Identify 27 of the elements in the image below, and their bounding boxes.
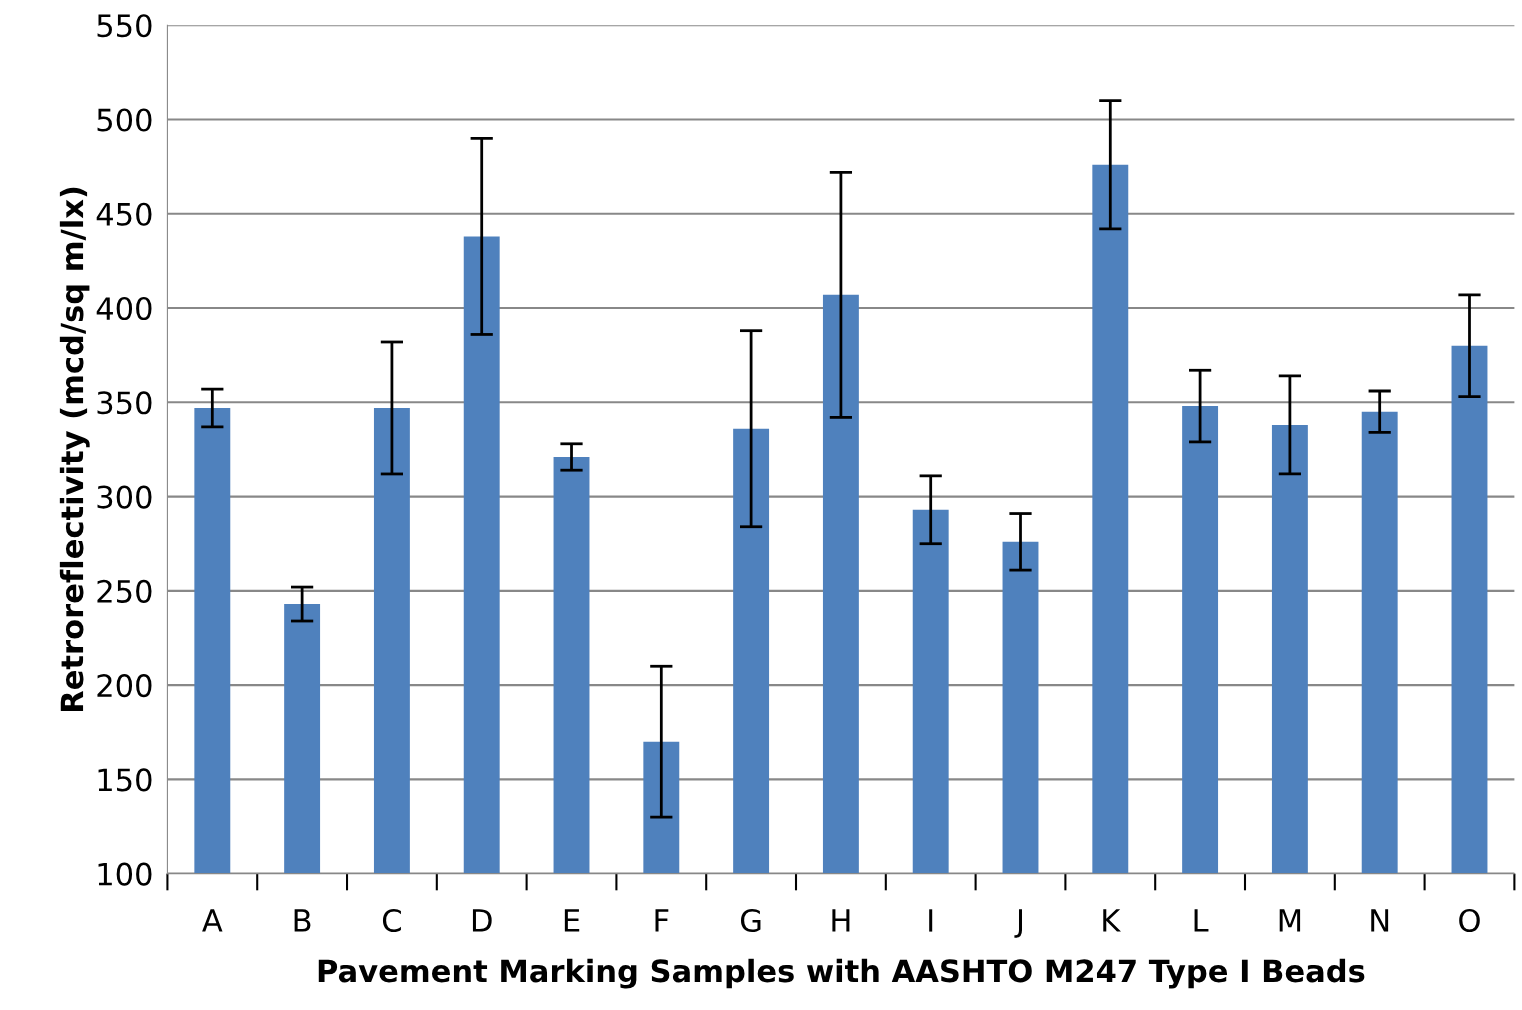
y-tick-label: 450 xyxy=(96,202,152,226)
x-tick-label: A xyxy=(202,909,223,932)
y-tick-label: 150 xyxy=(98,768,152,792)
x-tick-label: M xyxy=(1279,909,1301,932)
y-tick-label: 300 xyxy=(97,485,152,509)
y-tick-label: 100 xyxy=(98,862,152,886)
x-tick-label: C xyxy=(382,908,401,933)
x-tick-label: I xyxy=(929,909,933,932)
x-tick-label: H xyxy=(832,909,850,932)
y-tick-label: 550 xyxy=(97,14,152,38)
x-tick-label: J xyxy=(1014,909,1022,938)
x-axis-title: Pavement Marking Samples with AASHTO M247 Type I Beads xyxy=(318,958,1365,989)
x-tick-label: E xyxy=(564,909,580,932)
y-tick-label: 200 xyxy=(97,674,152,698)
y-tick-label: 350 xyxy=(97,391,152,415)
x-tick-label: G xyxy=(740,908,761,933)
y-tick-label: 250 xyxy=(97,579,152,603)
x-tick-label: K xyxy=(1103,909,1121,932)
x-tick-label: O xyxy=(1459,908,1480,933)
x-tick-label: D xyxy=(472,909,492,932)
x-tick-label: L xyxy=(1194,909,1209,932)
y-tick-label: 500 xyxy=(97,108,152,132)
y-axis-title: Retroreflectivity (mcd/sq m/lx) xyxy=(59,187,90,712)
x-tick-label: N xyxy=(1371,909,1389,932)
x-tick-label: B xyxy=(294,909,311,932)
y-tick-label: 400 xyxy=(96,296,152,321)
x-tick-label: F xyxy=(655,909,669,932)
